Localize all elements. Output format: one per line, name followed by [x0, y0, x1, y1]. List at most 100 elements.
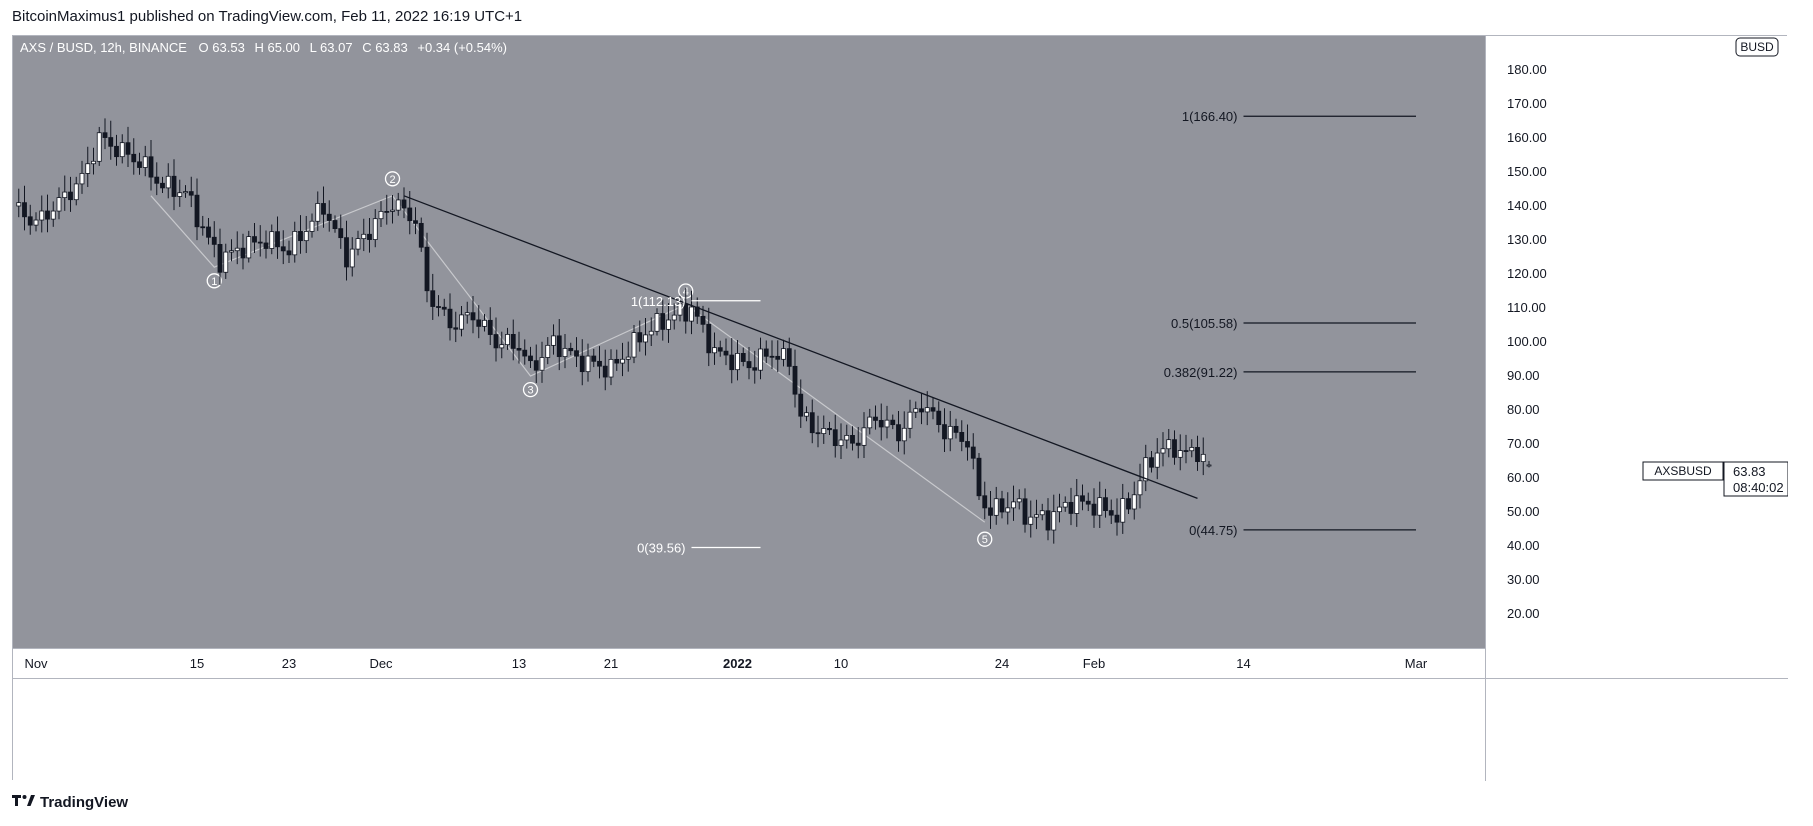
- candle-body: [522, 349, 528, 357]
- candle-body: [292, 231, 298, 256]
- candle-body: [211, 236, 217, 245]
- candle: [689, 290, 694, 335]
- x-tick-label: 10: [834, 656, 848, 671]
- candle-body: [27, 216, 33, 226]
- candle: [947, 410, 953, 452]
- trendline-layer[interactable]: [403, 195, 1198, 500]
- change-value: +0.34 (+0.54%): [417, 40, 507, 55]
- candle-body: [1183, 450, 1189, 452]
- candle-body: [1149, 457, 1154, 468]
- candle-body: [769, 355, 775, 358]
- currency-badge[interactable]: BUSD: [1735, 37, 1779, 57]
- candle: [459, 305, 464, 337]
- candle: [574, 337, 579, 368]
- y-tick-label: 70.00: [1507, 436, 1540, 451]
- candle-body: [407, 207, 413, 222]
- candle: [815, 415, 821, 448]
- candle-body: [171, 175, 177, 197]
- candle-body: [988, 507, 993, 516]
- price-axis[interactable]: 20.00 30.00 40.00 50.00 60.00 70.00 80.00 90.00…: [1485, 36, 1547, 781]
- candle-body: [689, 306, 694, 322]
- candle-body: [1080, 495, 1085, 502]
- candle-body: [200, 226, 206, 229]
- candle-body: [671, 314, 677, 321]
- candle-body: [217, 243, 223, 273]
- candle-body: [924, 407, 930, 413]
- candle: [884, 405, 890, 439]
- wave-label: 2: [389, 174, 395, 186]
- price-chart[interactable]: 12345 1(112.13)0(39.56)1(166.40)0.5(105.…: [13, 36, 1788, 781]
- candle: [1160, 432, 1166, 467]
- candle: [177, 179, 183, 207]
- candle: [22, 185, 27, 231]
- close-value: 63.83: [375, 40, 408, 55]
- candles-layer: [16, 118, 1212, 544]
- candle: [878, 403, 884, 441]
- candle-body: [677, 303, 683, 316]
- descending-trendline[interactable]: [403, 195, 1198, 500]
- candle-body: [712, 347, 717, 354]
- fib-layer[interactable]: 1(112.13) 0(39.56) 1(166.40) 0.5(105.58) 0.3…: [631, 109, 1416, 555]
- candle: [769, 340, 775, 370]
- candle: [545, 337, 551, 365]
- candle: [873, 405, 878, 430]
- y-tick-label: 160.00: [1507, 130, 1547, 145]
- candle: [119, 134, 125, 164]
- symbol-info[interactable]: AXS / BUSD, 12h, BINANCE: [20, 40, 187, 55]
- candle-body: [809, 412, 815, 434]
- candle-body: [648, 330, 654, 336]
- candle-body: [844, 435, 850, 441]
- elliott-wave-path: [150, 195, 986, 523]
- candle-body: [482, 319, 487, 327]
- candle: [712, 332, 717, 365]
- candle-body: [1074, 495, 1080, 514]
- candle: [229, 239, 234, 262]
- candle-body: [953, 425, 959, 433]
- candle: [1189, 439, 1195, 458]
- candle: [257, 225, 263, 257]
- candle: [269, 224, 275, 255]
- high-label: H: [254, 40, 263, 55]
- candle: [464, 301, 470, 324]
- candle-body: [643, 334, 648, 343]
- candle: [579, 339, 585, 386]
- candle-body: [568, 347, 574, 352]
- time-axis[interactable]: Nov 15 23 Dec 13 21 2022 10 24 Feb 14 Mar: [13, 648, 1788, 679]
- x-tick-label: 13: [512, 656, 526, 671]
- x-tick-label: Nov: [24, 656, 48, 671]
- candle-body: [827, 428, 832, 431]
- candle-body: [723, 350, 729, 356]
- candle: [194, 178, 200, 241]
- candle-body: [602, 365, 608, 378]
- svg-text:AXS / BUSD, 12h, BINANCE: AXS / BUSD, 12h, BINANCE O 63.53 H 65.00…: [20, 40, 507, 55]
- candle: [315, 191, 321, 231]
- candle: [125, 126, 131, 167]
- tradingview-footer[interactable]: TradingView: [12, 793, 128, 811]
- candle: [16, 188, 22, 218]
- candle: [298, 215, 303, 254]
- candle: [637, 320, 643, 352]
- candle-body: [890, 419, 896, 426]
- candle-body: [1154, 452, 1160, 468]
- time-axis-background: [13, 648, 1485, 781]
- fib-level-label: 1(166.40): [1182, 109, 1238, 124]
- candle: [246, 230, 252, 263]
- candle: [706, 307, 712, 367]
- candle-body: [85, 163, 91, 174]
- chart-header: AXS / BUSD, 12h, BINANCE O 63.53 H 65.00…: [20, 40, 507, 55]
- x-tick-label: 2022: [723, 656, 752, 671]
- candle-body: [246, 236, 252, 259]
- candle: [1200, 437, 1206, 476]
- candle-body: [976, 457, 982, 497]
- candle-body: [614, 358, 620, 364]
- candle-body: [229, 250, 234, 253]
- wave-label: 1: [211, 276, 217, 288]
- candle-body: [263, 242, 269, 249]
- candle: [620, 342, 625, 377]
- candle-body: [965, 441, 970, 448]
- candle: [137, 152, 142, 175]
- candle: [809, 399, 815, 444]
- candle: [211, 221, 217, 258]
- candle: [206, 217, 211, 245]
- candle: [418, 217, 424, 252]
